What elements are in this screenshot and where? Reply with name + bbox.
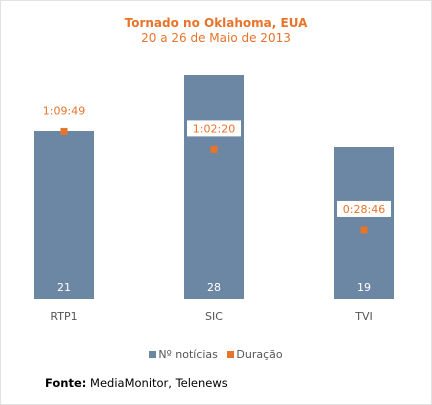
duration-label-box [187, 120, 241, 137]
chart-plot: 21 RTP1 1:09:49 28 SIC 1:02:20 19 TVI 0:28:46 [34, 75, 394, 323]
legend-swatch-bars [149, 350, 157, 358]
duration-label: 1:02:20 [193, 122, 235, 135]
bar-value-label: 19 [357, 281, 371, 294]
legend-item-markers: Duração [227, 348, 283, 361]
legend: Nº notícias Duração [0, 348, 432, 361]
duration-marker [360, 226, 368, 234]
duration-label: 0:28:46 [343, 203, 385, 216]
duration-marker [210, 145, 218, 153]
category-label: SIC [205, 310, 223, 323]
bar-rtp1 [34, 131, 94, 299]
duration-label-box [37, 102, 91, 119]
bar-value-label: 28 [207, 281, 221, 294]
source-note: Fonte: MediaMonitor, Telenews [45, 376, 228, 390]
duration-marker [60, 127, 68, 135]
chart-subtitle: 20 a 26 de Maio de 2013 [141, 31, 291, 45]
category-label: TVI [354, 310, 373, 323]
category-label: RTP1 [50, 310, 77, 323]
duration-label: 1:09:49 [43, 104, 85, 117]
source-text: MediaMonitor, Telenews [86, 376, 228, 390]
legend-item-bars: Nº notícias [149, 348, 218, 361]
bar-sic [184, 75, 244, 299]
bar-tvi [334, 147, 394, 299]
source-label: Fonte: [45, 376, 87, 390]
legend-label-bars: Nº notícias [158, 348, 218, 361]
bar-value-label: 21 [57, 281, 71, 294]
legend-label-markers: Duração [236, 348, 283, 361]
duration-label-box [337, 200, 391, 217]
chart-title: Tornado no Oklahoma, EUA [124, 16, 308, 30]
legend-swatch-markers [227, 350, 235, 358]
